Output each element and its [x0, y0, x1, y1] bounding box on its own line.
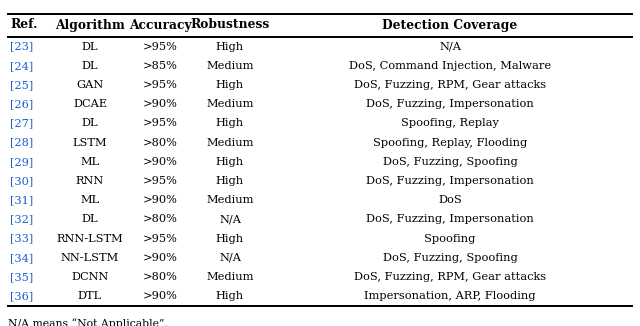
Text: [36]: [36] [10, 291, 33, 301]
Text: DoS, Fuzzing, Spoofing: DoS, Fuzzing, Spoofing [383, 157, 517, 167]
Text: Medium: Medium [206, 61, 253, 71]
Text: Algorithm: Algorithm [55, 19, 125, 32]
Text: DL: DL [82, 215, 99, 224]
Text: High: High [216, 234, 244, 244]
Text: LSTM: LSTM [73, 138, 108, 148]
Text: DoS: DoS [438, 195, 462, 205]
Text: Medium: Medium [206, 195, 253, 205]
Text: DL: DL [82, 118, 99, 128]
Text: Spoofing: Spoofing [424, 234, 476, 244]
Text: [24]: [24] [10, 61, 33, 71]
Text: N/A means “Not Applicable”.: N/A means “Not Applicable”. [8, 318, 168, 326]
Text: DoS, Fuzzing, Spoofing: DoS, Fuzzing, Spoofing [383, 253, 517, 263]
Text: [31]: [31] [10, 195, 33, 205]
Text: DoS, Fuzzing, Impersonation: DoS, Fuzzing, Impersonation [366, 99, 534, 109]
Text: N/A: N/A [219, 253, 241, 263]
Text: High: High [216, 176, 244, 186]
Text: Medium: Medium [206, 272, 253, 282]
Text: [34]: [34] [10, 253, 33, 263]
Text: Medium: Medium [206, 99, 253, 109]
Text: [23]: [23] [10, 42, 33, 52]
Text: DoS, Fuzzing, Impersonation: DoS, Fuzzing, Impersonation [366, 176, 534, 186]
Text: Spoofing, Replay, Flooding: Spoofing, Replay, Flooding [373, 138, 527, 148]
Text: >95%: >95% [143, 176, 177, 186]
Text: >80%: >80% [143, 215, 177, 224]
Text: [26]: [26] [10, 99, 33, 109]
Text: >90%: >90% [143, 99, 177, 109]
Text: >90%: >90% [143, 253, 177, 263]
Text: [27]: [27] [10, 118, 33, 128]
Text: Impersonation, ARP, Flooding: Impersonation, ARP, Flooding [364, 291, 536, 301]
Text: High: High [216, 42, 244, 52]
Text: Accuracy: Accuracy [129, 19, 191, 32]
Text: [29]: [29] [10, 157, 33, 167]
Text: DoS, Command Injection, Malware: DoS, Command Injection, Malware [349, 61, 551, 71]
Text: [35]: [35] [10, 272, 33, 282]
Text: >90%: >90% [143, 291, 177, 301]
Text: N/A: N/A [439, 42, 461, 52]
Text: High: High [216, 80, 244, 90]
Text: GAN: GAN [76, 80, 104, 90]
Text: >90%: >90% [143, 195, 177, 205]
Text: DCAE: DCAE [73, 99, 107, 109]
Text: ML: ML [81, 195, 100, 205]
Text: >95%: >95% [143, 118, 177, 128]
Text: High: High [216, 157, 244, 167]
Text: [32]: [32] [10, 215, 33, 224]
Text: >95%: >95% [143, 80, 177, 90]
Text: RNN: RNN [76, 176, 104, 186]
Text: Spoofing, Replay: Spoofing, Replay [401, 118, 499, 128]
Text: N/A: N/A [219, 215, 241, 224]
Text: >85%: >85% [143, 61, 177, 71]
Text: >95%: >95% [143, 42, 177, 52]
Text: >90%: >90% [143, 157, 177, 167]
Text: [25]: [25] [10, 80, 33, 90]
Text: >80%: >80% [143, 138, 177, 148]
Text: ML: ML [81, 157, 100, 167]
Text: DL: DL [82, 61, 99, 71]
Text: >95%: >95% [143, 234, 177, 244]
Text: DoS, Fuzzing, RPM, Gear attacks: DoS, Fuzzing, RPM, Gear attacks [354, 272, 546, 282]
Text: DTL: DTL [78, 291, 102, 301]
Text: RNN-LSTM: RNN-LSTM [56, 234, 124, 244]
Text: DCNN: DCNN [71, 272, 109, 282]
Text: DoS, Fuzzing, Impersonation: DoS, Fuzzing, Impersonation [366, 215, 534, 224]
Text: High: High [216, 118, 244, 128]
Text: [28]: [28] [10, 138, 33, 148]
Text: [30]: [30] [10, 176, 33, 186]
Text: Medium: Medium [206, 138, 253, 148]
Text: Ref.: Ref. [10, 19, 37, 32]
Text: [33]: [33] [10, 234, 33, 244]
Text: DL: DL [82, 42, 99, 52]
Text: NN-LSTM: NN-LSTM [61, 253, 119, 263]
Text: High: High [216, 291, 244, 301]
Text: >80%: >80% [143, 272, 177, 282]
Text: Robustness: Robustness [190, 19, 269, 32]
Text: Detection Coverage: Detection Coverage [382, 19, 518, 32]
Text: DoS, Fuzzing, RPM, Gear attacks: DoS, Fuzzing, RPM, Gear attacks [354, 80, 546, 90]
